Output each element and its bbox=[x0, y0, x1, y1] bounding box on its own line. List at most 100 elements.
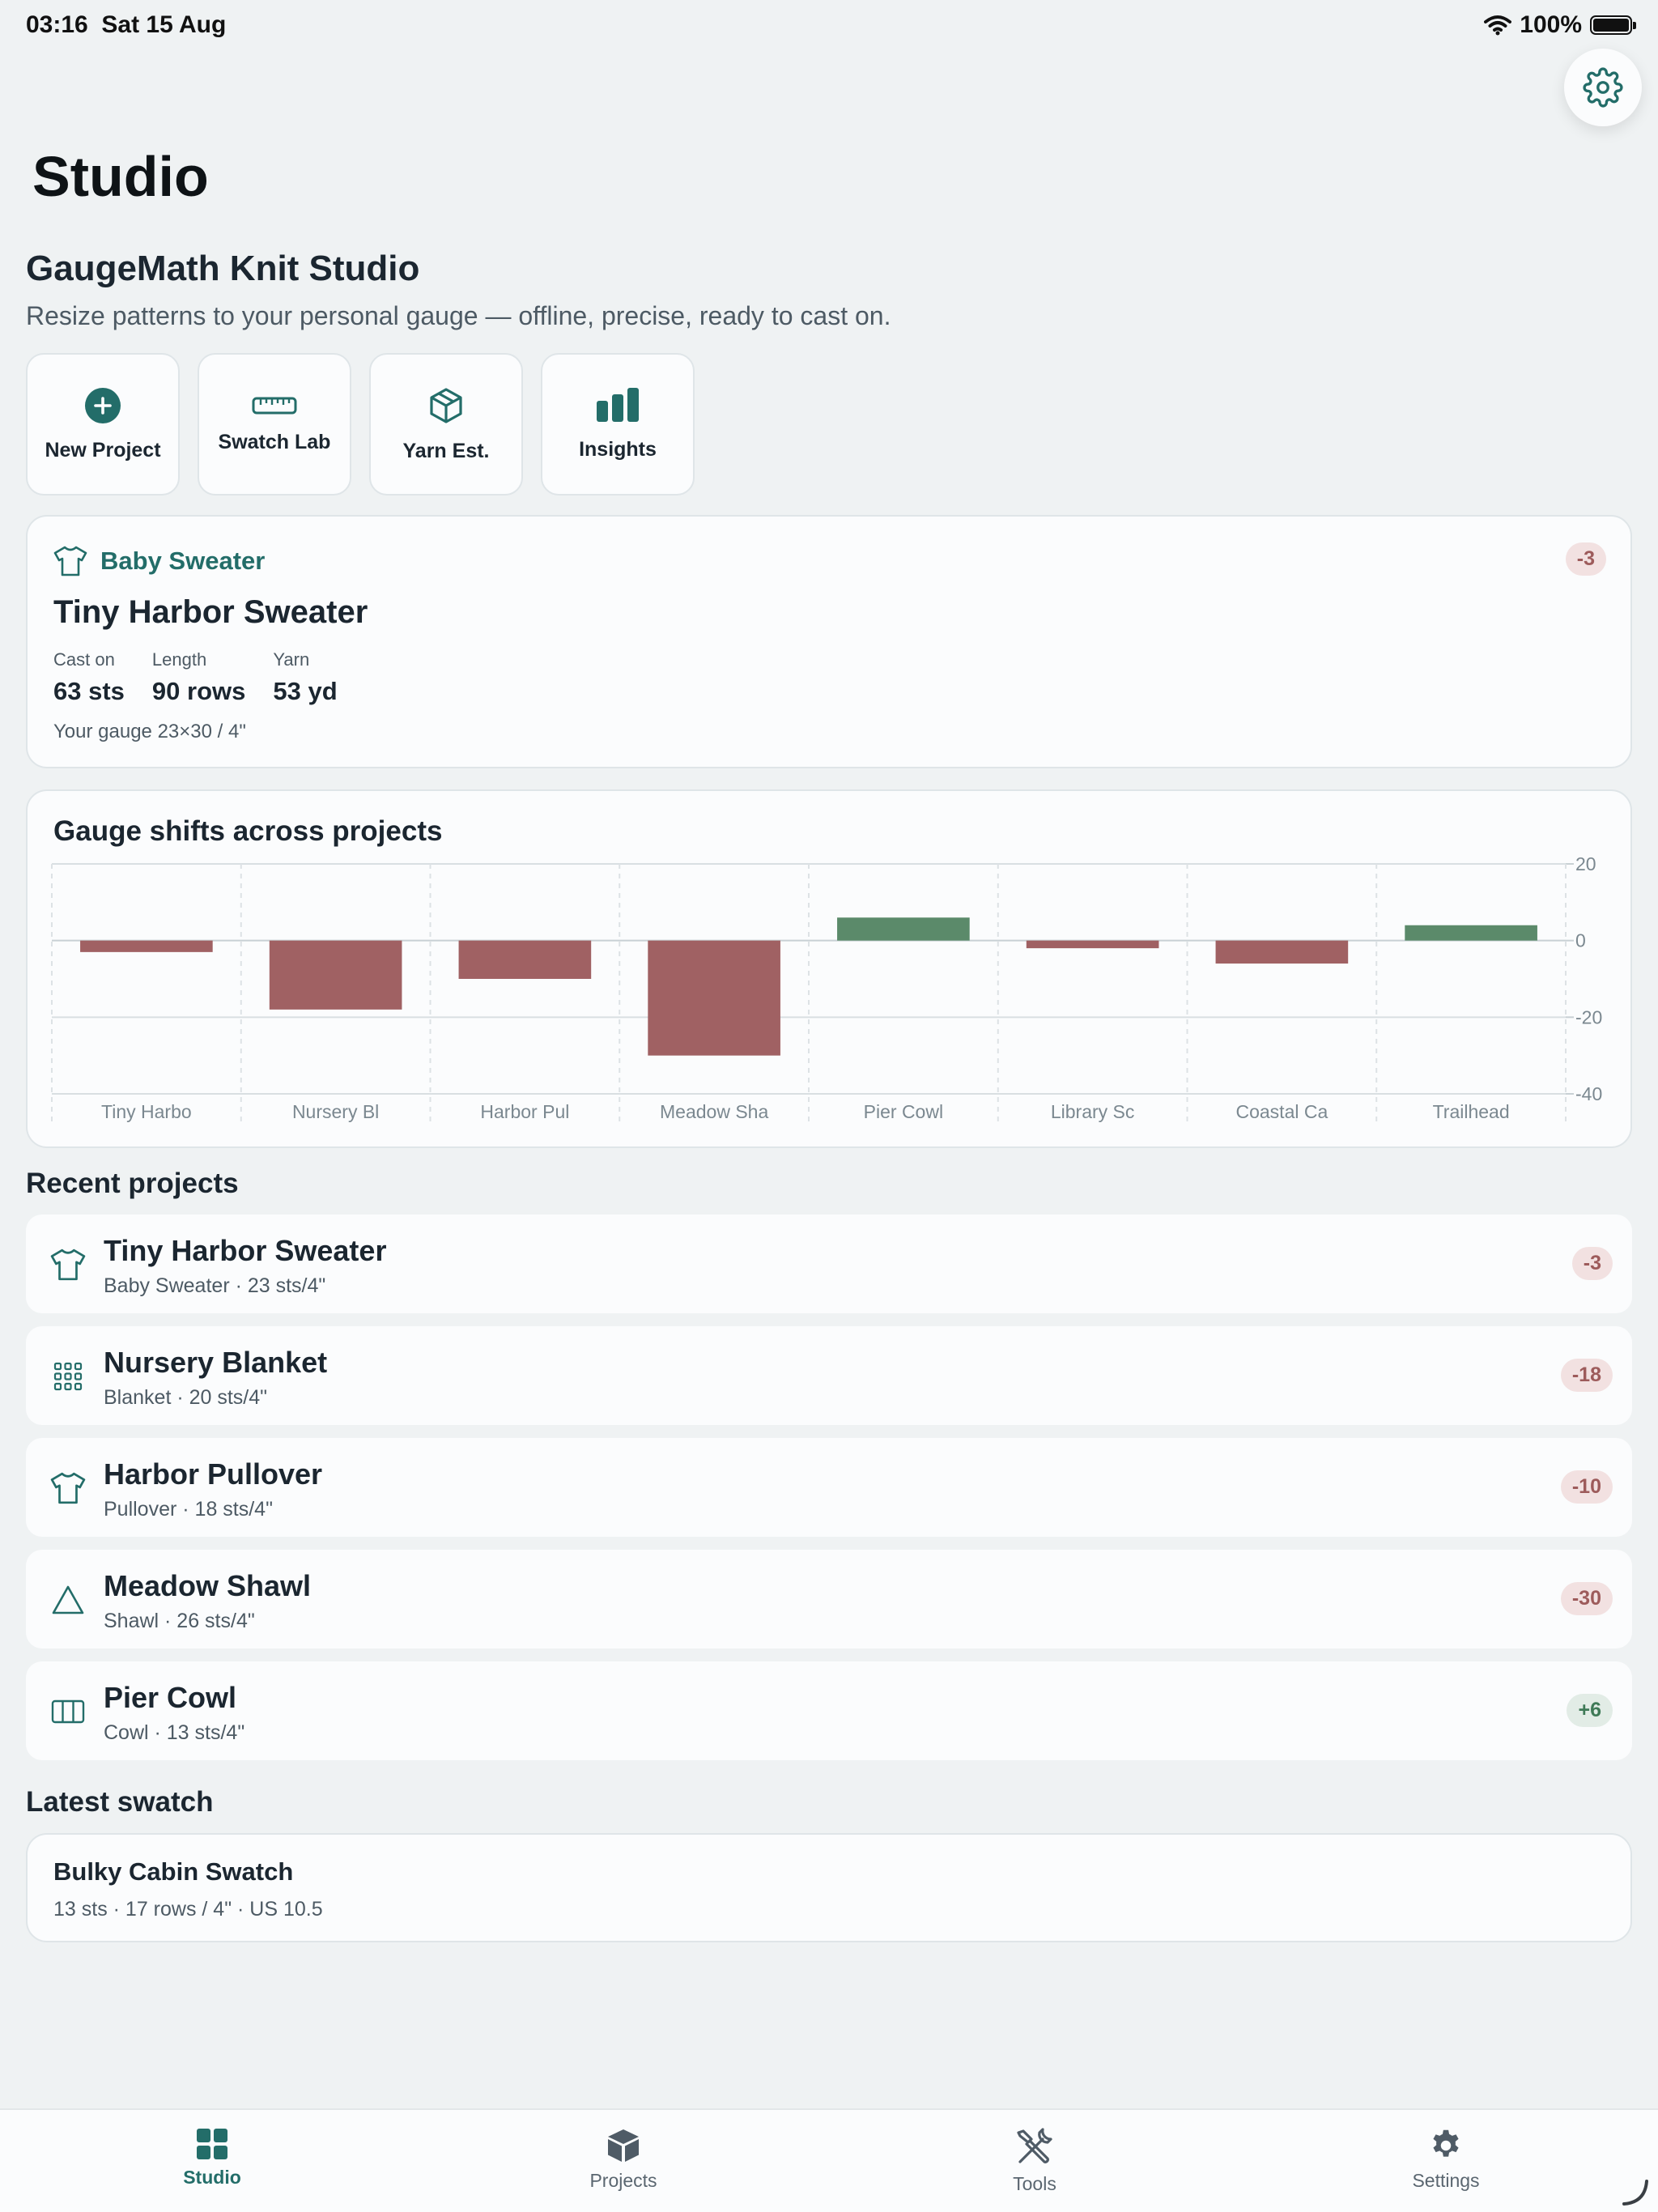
featured-title: Tiny Harbor Sweater bbox=[53, 594, 368, 630]
delta-badge: -18 bbox=[1560, 1359, 1613, 1392]
featured-category-label: Baby Sweater bbox=[100, 547, 266, 575]
swatch-lab-button[interactable]: Swatch Lab bbox=[198, 353, 351, 496]
tab-bar: Studio Projects Tools Settings bbox=[0, 2108, 1658, 2212]
swatch-lab-label: Swatch Lab bbox=[218, 430, 331, 453]
tab-label: Studio bbox=[183, 2167, 241, 2188]
list-item-title: Nursery Blanket bbox=[104, 1346, 328, 1379]
delta-badge: -3 bbox=[1571, 1247, 1613, 1280]
quick-actions: New Project Swatch Lab Yarn Est. Insight… bbox=[26, 353, 695, 496]
list-item-subtitle: Cowl · 13 sts/4" bbox=[104, 1721, 245, 1744]
delta-badge: -10 bbox=[1560, 1470, 1613, 1504]
list-item-title: Harbor Pullover bbox=[104, 1457, 323, 1491]
gauge-bar-chart: 20 0 -20 -40 Tiny Harbo Nursery Bl Harbor Pul M… bbox=[51, 853, 1602, 1122]
delta-badge: +6 bbox=[1567, 1694, 1613, 1727]
x-tick-label: Nursery Bl bbox=[292, 1101, 379, 1122]
plus-circle-icon bbox=[85, 387, 121, 423]
tab-label: Projects bbox=[589, 2170, 657, 2191]
tab-studio[interactable]: Studio bbox=[131, 2128, 293, 2189]
x-tick-label: Meadow Sha bbox=[660, 1101, 768, 1122]
recent-projects-title: Recent projects bbox=[26, 1168, 239, 1199]
columns-icon bbox=[51, 1699, 85, 1724]
y-tick-label: -20 bbox=[1575, 1006, 1602, 1027]
chart-bar bbox=[80, 940, 213, 952]
list-item[interactable]: Tiny Harbor Sweater Baby Sweater · 23 st… bbox=[26, 1214, 1632, 1313]
triangle-icon bbox=[52, 1585, 84, 1614]
tools-icon bbox=[1017, 2128, 1052, 2163]
wifi-icon bbox=[1484, 15, 1512, 36]
list-item[interactable]: Harbor Pullover Pullover · 18 sts/4" -10 bbox=[26, 1438, 1632, 1537]
app-name: GaugeMath Knit Studio bbox=[26, 249, 420, 288]
home-indicator-icon bbox=[1622, 2180, 1648, 2206]
stat-label: Yarn bbox=[273, 649, 310, 670]
list-item[interactable]: Meadow Shawl Shawl · 26 sts/4" -30 bbox=[26, 1550, 1632, 1648]
list-item-title: Pier Cowl bbox=[104, 1681, 237, 1714]
stat-value: 63 sts bbox=[53, 677, 125, 705]
status-bar: 03:16 Sat 15 Aug 100% bbox=[0, 0, 1658, 52]
list-item-title: Tiny Harbor Sweater bbox=[104, 1234, 387, 1267]
list-item-subtitle: Pullover · 18 sts/4" bbox=[104, 1498, 273, 1521]
insights-label: Insights bbox=[579, 437, 657, 461]
latest-swatch-title: Latest swatch bbox=[26, 1786, 214, 1818]
stat-label: Cast on bbox=[53, 649, 115, 670]
insights-button[interactable]: Insights bbox=[541, 353, 695, 496]
y-tick-label: -40 bbox=[1575, 1083, 1602, 1104]
stat-value: 53 yd bbox=[273, 677, 338, 705]
latest-swatch-card[interactable]: Bulky Cabin Swatch 13 sts · 17 rows / 4"… bbox=[26, 1833, 1632, 1942]
list-item[interactable]: Nursery Blanket Blanket · 20 sts/4" -18 bbox=[26, 1326, 1632, 1425]
bar-chart-icon bbox=[597, 387, 639, 422]
featured-stats: Cast on 63 sts Length 90 rows Yarn 53 yd bbox=[53, 649, 338, 706]
chart-bar bbox=[648, 940, 780, 1056]
chart-bar bbox=[458, 940, 592, 979]
page-title: Studio bbox=[32, 145, 209, 208]
stat-value: 90 rows bbox=[151, 677, 246, 705]
app-tagline: Resize patterns to your personal gauge —… bbox=[26, 301, 891, 330]
gear-icon bbox=[1433, 2129, 1459, 2157]
yarn-estimate-label: Yarn Est. bbox=[402, 439, 490, 462]
x-tick-label: Trailhead bbox=[1433, 1101, 1510, 1122]
chart-bar bbox=[269, 940, 402, 1010]
grid-icon bbox=[53, 1362, 83, 1391]
gear-icon bbox=[1583, 67, 1623, 108]
stat-label: Length bbox=[151, 649, 207, 670]
y-tick-label: 0 bbox=[1575, 930, 1586, 951]
chart-bar bbox=[1405, 925, 1537, 941]
status-time: 03:16 Sat 15 Aug bbox=[26, 11, 226, 39]
gauge-chart-card: Gauge shifts across projects 20 0 -20 -40 Ti… bbox=[26, 789, 1632, 1148]
tab-tools[interactable]: Tools bbox=[954, 2128, 1116, 2195]
tshirt-icon bbox=[50, 1472, 86, 1504]
status-date: Sat 15 Aug bbox=[101, 11, 227, 38]
box-icon bbox=[608, 2129, 639, 2162]
x-tick-label: Tiny Harbo bbox=[101, 1101, 192, 1122]
cube-icon bbox=[430, 387, 462, 423]
tab-projects[interactable]: Projects bbox=[542, 2128, 704, 2192]
swatch-name: Bulky Cabin Swatch bbox=[53, 1857, 294, 1886]
list-item-title: Meadow Shawl bbox=[104, 1569, 312, 1602]
tshirt-icon bbox=[53, 546, 87, 576]
new-project-button[interactable]: New Project bbox=[26, 353, 180, 496]
stat-cast-on: Cast on 63 sts bbox=[53, 649, 125, 706]
dashboard-icon bbox=[197, 2129, 227, 2159]
featured-project-card[interactable]: Baby Sweater -3 Tiny Harbor Sweater Cast… bbox=[26, 515, 1632, 768]
chart-bar bbox=[1026, 940, 1159, 949]
settings-button[interactable] bbox=[1564, 49, 1642, 126]
delta-badge: -30 bbox=[1560, 1582, 1613, 1615]
battery-percent: 100% bbox=[1520, 11, 1582, 38]
featured-delta-badge: -3 bbox=[1565, 542, 1606, 576]
stat-length: Length 90 rows bbox=[152, 649, 245, 706]
tab-label: Settings bbox=[1412, 2170, 1480, 2191]
tab-settings[interactable]: Settings bbox=[1365, 2128, 1527, 2192]
list-item[interactable]: Pier Cowl Cowl · 13 sts/4" +6 bbox=[26, 1661, 1632, 1760]
stat-yarn: Yarn 53 yd bbox=[273, 649, 337, 706]
list-item-subtitle: Baby Sweater · 23 sts/4" bbox=[104, 1274, 326, 1297]
y-tick-label: 20 bbox=[1575, 853, 1596, 874]
chart-title: Gauge shifts across projects bbox=[53, 815, 443, 847]
new-project-label: New Project bbox=[45, 438, 161, 462]
list-item-subtitle: Blanket · 20 sts/4" bbox=[104, 1386, 268, 1409]
status-indicators: 100% bbox=[1484, 11, 1636, 39]
x-tick-label: Harbor Pul bbox=[480, 1101, 569, 1122]
featured-category: Baby Sweater bbox=[53, 546, 265, 576]
yarn-estimate-button[interactable]: Yarn Est. bbox=[369, 353, 523, 496]
chart-bar bbox=[1215, 940, 1349, 964]
battery-icon bbox=[1590, 15, 1636, 35]
x-tick-label: Library Sc bbox=[1051, 1101, 1135, 1122]
